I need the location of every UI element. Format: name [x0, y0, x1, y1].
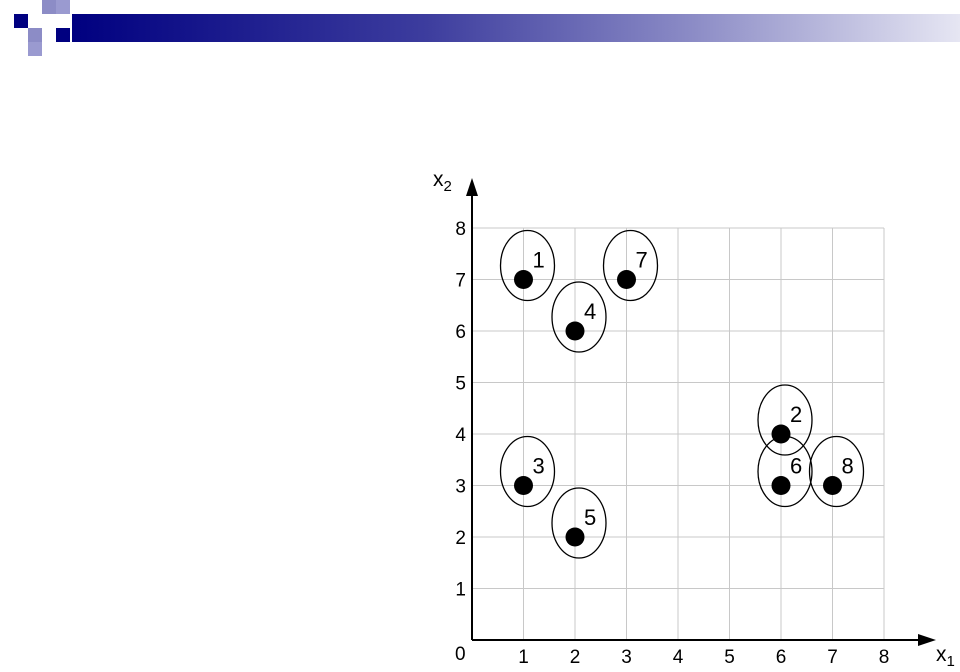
axes [466, 178, 936, 646]
data-point-1: 1 [499, 229, 556, 302]
cluster-ellipse [757, 384, 813, 456]
cluster-ellipse [499, 229, 556, 302]
x-axis-label: x1 [936, 643, 955, 670]
x-axis-label-subscript: 1 [947, 653, 955, 670]
cluster-ellipse [808, 435, 865, 508]
data-point-label: 8 [842, 454, 854, 479]
data-point-marker [771, 476, 791, 495]
y-axis-label-subscript: 2 [444, 178, 452, 195]
banner-square-light-1 [42, 0, 56, 14]
x-axis-label-base: x [936, 643, 947, 666]
x-tick-label: 3 [621, 647, 632, 668]
cluster-ellipse [551, 487, 607, 559]
y-tick-label: 1 [455, 580, 466, 601]
data-point-label: 3 [533, 454, 545, 479]
banner-square-dark-2 [56, 0, 70, 14]
y-tick-label: 5 [455, 374, 466, 395]
cluster-ellipse [757, 435, 813, 508]
data-point-6: 6 [757, 435, 813, 508]
data-point-label: 7 [636, 248, 648, 273]
data-point-8: 8 [808, 435, 865, 508]
grid [472, 227, 885, 640]
x-tick-label: 6 [776, 647, 787, 668]
x-tick-label: 7 [827, 647, 838, 668]
data-point-7: 7 [602, 229, 659, 302]
cluster-ellipse [499, 435, 556, 508]
y-tick-label: 8 [455, 219, 466, 240]
origin-label: 0 [455, 644, 466, 665]
banner-square-dark-1 [14, 14, 28, 28]
tick-labels: 1 2 3 4 5 6 7 8 1 2 3 4 5 6 7 8 [455, 219, 889, 668]
data-point-marker [771, 424, 791, 444]
x-tick-label: 2 [570, 647, 581, 668]
y-tick-label: 6 [455, 322, 466, 343]
y-axis-label: x2 [433, 168, 452, 195]
x-tick-label: 5 [724, 647, 735, 668]
data-point-marker [565, 527, 585, 547]
data-point-label: 2 [790, 402, 802, 427]
data-point-marker [514, 270, 533, 289]
data-point-4: 4 [551, 281, 607, 353]
data-point-label: 5 [584, 505, 596, 530]
cluster-ellipse [602, 229, 659, 302]
y-tick-label: 7 [455, 271, 466, 292]
banner-square-dark-3 [56, 28, 70, 42]
data-point-marker [565, 321, 585, 341]
y-tick-label: 4 [455, 425, 466, 446]
data-point-label: 4 [584, 299, 596, 324]
data-point-marker [617, 270, 636, 289]
banner-square-light-3 [28, 42, 42, 56]
x-axis-arrowhead [918, 634, 936, 646]
data-point-3: 3 [499, 435, 556, 508]
x-tick-label: 8 [879, 647, 890, 668]
y-axis-label-base: x [433, 168, 444, 191]
cluster-ellipse [551, 281, 607, 353]
x-tick-label: 1 [518, 647, 529, 668]
y-axis-arrowhead [466, 178, 478, 196]
data-point-label: 6 [790, 454, 802, 479]
y-tick-label: 3 [455, 477, 466, 498]
y-tick-label: 2 [455, 528, 466, 549]
data-point-5: 5 [551, 487, 607, 559]
data-point-marker [514, 476, 533, 495]
x-tick-label: 4 [673, 647, 684, 668]
data-point-2: 2 [757, 384, 813, 456]
title-banner [0, 0, 960, 60]
data-point-label: 1 [533, 248, 545, 273]
banner-gradient-bar [72, 14, 960, 42]
banner-square-light-2 [28, 28, 42, 42]
data-points: 1 2 3 4 5 6 7 8 [499, 229, 865, 559]
data-point-marker [823, 476, 842, 495]
